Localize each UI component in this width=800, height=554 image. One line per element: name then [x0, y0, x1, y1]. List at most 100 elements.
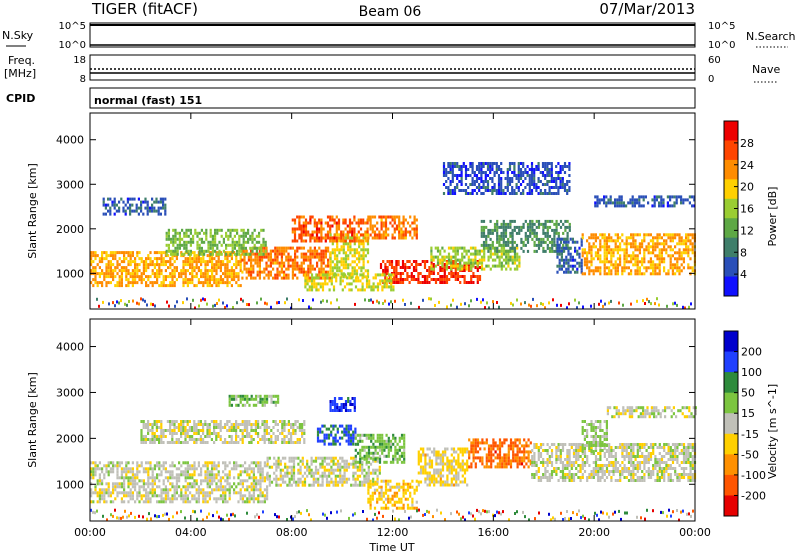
echo-cell: [125, 278, 128, 282]
echo-cell: [649, 260, 652, 264]
echo-cell: [500, 183, 503, 186]
echo-cell: [610, 239, 613, 243]
echo-cell: [334, 477, 337, 481]
echo-cell: [120, 266, 123, 270]
echo-cell: [509, 255, 512, 259]
echo-cell: [580, 258, 583, 262]
echo-cell: [563, 162, 567, 165]
echo-cell: [542, 237, 545, 241]
echo-cell: [430, 252, 433, 256]
echo-cell: [347, 477, 351, 481]
echo-cell: [195, 432, 198, 435]
echo-cell: [116, 300, 118, 304]
echo-cell: [480, 228, 483, 232]
echo-cell: [401, 281, 405, 284]
echo-cell: [449, 183, 452, 186]
echo-cell: [594, 245, 597, 249]
echo-cell: [680, 195, 683, 199]
echo-cell: [280, 267, 283, 271]
echo-cell: [376, 288, 380, 292]
echo-cell: [548, 168, 551, 171]
echo-cell: [616, 266, 619, 270]
echo-cell: [300, 230, 303, 234]
echo-cell: [92, 500, 95, 504]
echo-cell: [178, 494, 181, 498]
echo-cell: [134, 476, 137, 480]
echo-cell: [566, 225, 569, 229]
echo-cell: [276, 249, 279, 253]
echo-cell: [177, 441, 180, 444]
echo-cell: [324, 233, 327, 237]
echo-cell: [370, 288, 373, 292]
echo-cell: [230, 266, 233, 270]
echo-cell: [576, 270, 579, 274]
echo-cell: [228, 275, 231, 279]
echo-cell: [109, 467, 112, 471]
echo-cell: [563, 240, 566, 244]
echo-cell: [526, 228, 530, 232]
echo-cell: [551, 246, 554, 250]
echo-cell: [460, 165, 463, 168]
echo-cell: [480, 219, 483, 223]
echo-cell: [274, 258, 277, 262]
echo-cell: [146, 212, 149, 216]
echo-cell: [533, 222, 536, 226]
echo-cell: [151, 206, 154, 210]
echo-cell: [317, 480, 320, 484]
echo-cell: [590, 260, 593, 264]
echo-cell: [257, 482, 260, 486]
echo-cell: [557, 162, 560, 165]
echo-cell: [257, 488, 260, 492]
echo-cell: [511, 243, 514, 247]
echo-cell: [441, 246, 444, 250]
echo-cell: [489, 267, 492, 271]
echo-cell: [359, 273, 362, 277]
echo-cell: [472, 261, 475, 265]
echo-cell: [200, 228, 203, 232]
echo-cell: [546, 228, 549, 232]
echo-cell: [548, 240, 552, 244]
echo-cell: [614, 242, 617, 246]
echo-cell: [443, 272, 446, 275]
echo-cell: [412, 275, 416, 278]
echo-cell: [193, 494, 196, 498]
echo-cell: [240, 249, 243, 253]
echo-cell: [263, 500, 266, 504]
echo-cell: [361, 465, 364, 469]
echo-cell: [469, 264, 473, 268]
echo-cell: [320, 249, 323, 253]
echo-cell: [266, 464, 269, 468]
echo-cell: [120, 281, 123, 285]
echo-cell: [362, 263, 365, 267]
echo-cell: [164, 269, 167, 273]
echo-cell: [344, 260, 348, 264]
echo-cell: [252, 497, 255, 501]
echo-cell: [441, 258, 444, 262]
echo-cell: [186, 482, 189, 486]
echo-cell: [372, 477, 375, 481]
echo-cell: [334, 483, 337, 487]
echo-cell: [160, 426, 163, 429]
echo-cell: [236, 301, 238, 305]
echo-cell: [211, 269, 214, 273]
echo-cell: [180, 464, 183, 468]
echo-cell: [603, 254, 606, 258]
echo-cell: [605, 254, 608, 258]
echo-cell: [387, 227, 390, 231]
echo-cell: [594, 254, 597, 258]
echo-cell: [596, 198, 599, 202]
echo-cell: [546, 231, 549, 235]
echo-cell: [127, 278, 130, 282]
echo-cell: [197, 260, 200, 264]
echo-cell: [230, 438, 233, 441]
echo-cell: [358, 236, 361, 240]
echo-cell: [574, 264, 577, 268]
echo-cell: [147, 485, 150, 489]
echo-cell: [378, 236, 381, 240]
echo-cell: [384, 221, 388, 225]
echo-cell: [537, 237, 541, 241]
echo-cell: [258, 273, 261, 277]
echo-cell: [467, 168, 470, 171]
echo-cell: [365, 462, 368, 466]
echo-cell: [373, 224, 377, 228]
